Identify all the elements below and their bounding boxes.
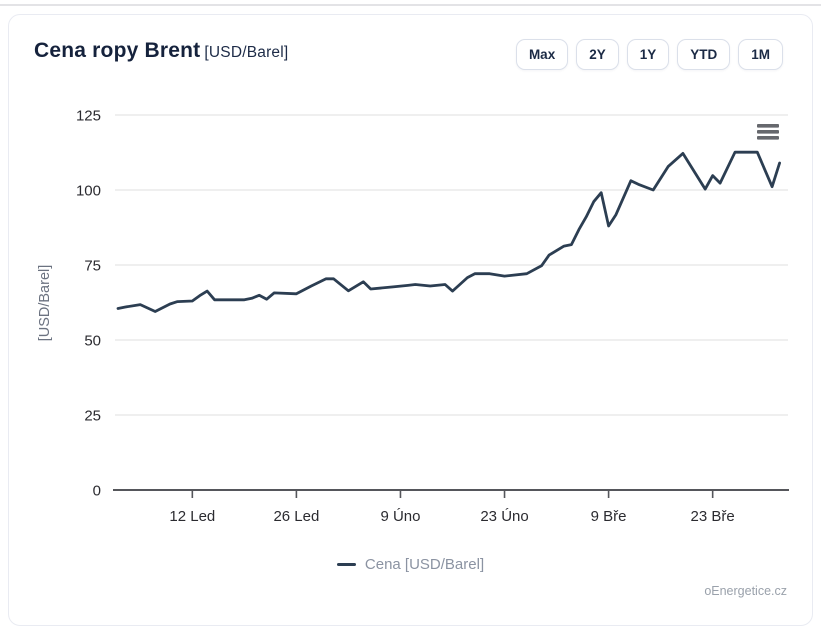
range-button-1y[interactable]: 1Y: [626, 39, 670, 70]
legend-label: Cena [USD/Barel]: [364, 556, 485, 574]
legend[interactable]: Cena [USD/Barel]: [9, 556, 812, 574]
hamburger-bar: [757, 130, 779, 134]
page-title: Cena ropy Brent [USD/Barel]: [34, 39, 288, 63]
title-main: Cena ropy Brent: [34, 39, 201, 62]
legend-marker-line: [336, 563, 356, 567]
range-selector: Max 2Y 1Y YTD 1M: [515, 39, 783, 70]
attribution-text: oEnergetice.cz: [704, 584, 787, 598]
hamburger-bar: [757, 136, 779, 140]
range-button-2y[interactable]: 2Y: [576, 39, 619, 70]
top-divider: [0, 4, 821, 6]
range-button-max[interactable]: Max: [515, 39, 569, 70]
range-button-1m[interactable]: 1M: [738, 39, 783, 70]
chart-card: Cena ropy Brent [USD/Barel] Max 2Y 1Y YTD…: [8, 14, 813, 626]
title-unit: [USD/Barel]: [204, 44, 289, 61]
hamburger-bar: [757, 124, 779, 128]
chart-context-menu-icon[interactable]: [757, 124, 779, 140]
range-button-ytd[interactable]: YTD: [677, 39, 731, 70]
